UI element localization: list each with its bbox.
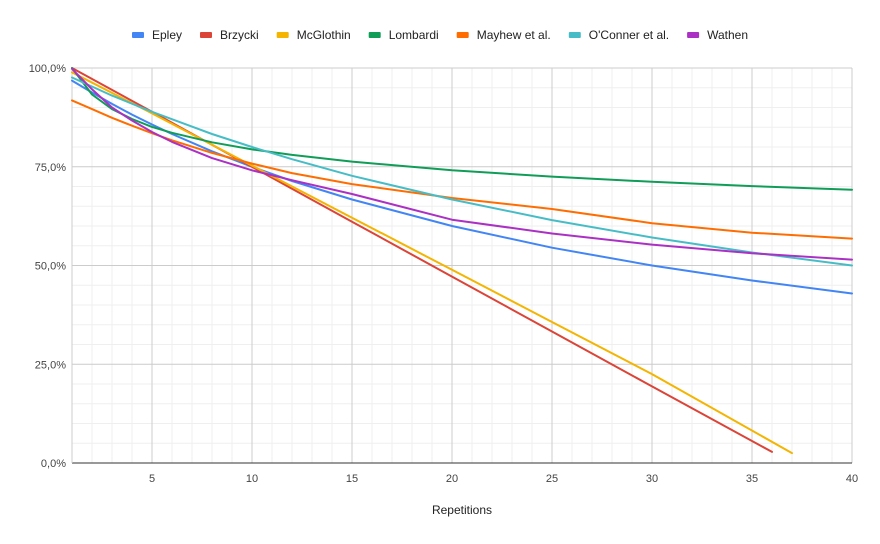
x-tick-label: 30 <box>646 473 658 485</box>
x-tick-label: 10 <box>246 473 258 485</box>
y-tick-label: 100,0% <box>29 63 67 75</box>
legend-item-2: McGlothin <box>276 28 351 42</box>
legend-swatch <box>368 32 381 38</box>
legend-item-1: Brzycki <box>200 28 259 42</box>
grid <box>71 67 853 464</box>
x-tick-label: 15 <box>346 473 358 485</box>
legend-item-3: Lombardi <box>368 28 439 42</box>
legend-label: Brzycki <box>220 28 259 42</box>
x-tick-label: 20 <box>446 473 458 485</box>
legend-label: Wathen <box>707 28 748 42</box>
legend-swatch <box>200 32 212 38</box>
series-line-3 <box>71 67 853 191</box>
y-tick-label: 50,0% <box>35 261 66 273</box>
legend-swatch <box>132 32 144 38</box>
legend-label: Epley <box>152 28 182 42</box>
series-line-2 <box>71 71 793 455</box>
x-tick-label: 5 <box>149 473 155 485</box>
y-tick-label: 0,0% <box>41 458 66 470</box>
legend-item-4: Mayhew et al. <box>456 28 551 42</box>
series-line-1 <box>71 67 773 453</box>
x-axis-title: Repetitions <box>432 503 492 517</box>
x-tick-label: 35 <box>746 473 758 485</box>
legend-swatch <box>687 32 700 38</box>
series-line-0 <box>71 79 853 295</box>
y-tick-label: 25,0% <box>35 359 66 371</box>
series-line-4 <box>71 99 853 240</box>
y-tick-label: 75,0% <box>35 162 66 174</box>
legend-swatch <box>276 32 289 38</box>
series-line-5 <box>71 76 853 267</box>
legend-label: Mayhew et al. <box>477 28 551 42</box>
legend-item-5: O'Conner et al. <box>568 28 669 42</box>
legend-item-6: Wathen <box>687 28 748 42</box>
legend-item-0: Epley <box>132 28 182 42</box>
legend-label: O'Conner et al. <box>589 28 669 42</box>
x-tick-label: 25 <box>546 473 558 485</box>
series-line-6 <box>71 67 853 261</box>
x-tick-label: 40 <box>846 473 858 485</box>
legend-label: McGlothin <box>297 28 351 42</box>
legend-label: Lombardi <box>389 28 439 42</box>
axes: 5 10 15 20 25 30 35 40 0,0% 25,0% 50,0% 75,0% 100,0% <box>29 63 858 485</box>
series-lines <box>71 67 853 455</box>
legend-swatch <box>568 32 581 38</box>
legend: Epley Brzycki McGlothin Lombardi Mayhew et a… <box>132 28 748 42</box>
legend-swatch <box>456 32 469 38</box>
